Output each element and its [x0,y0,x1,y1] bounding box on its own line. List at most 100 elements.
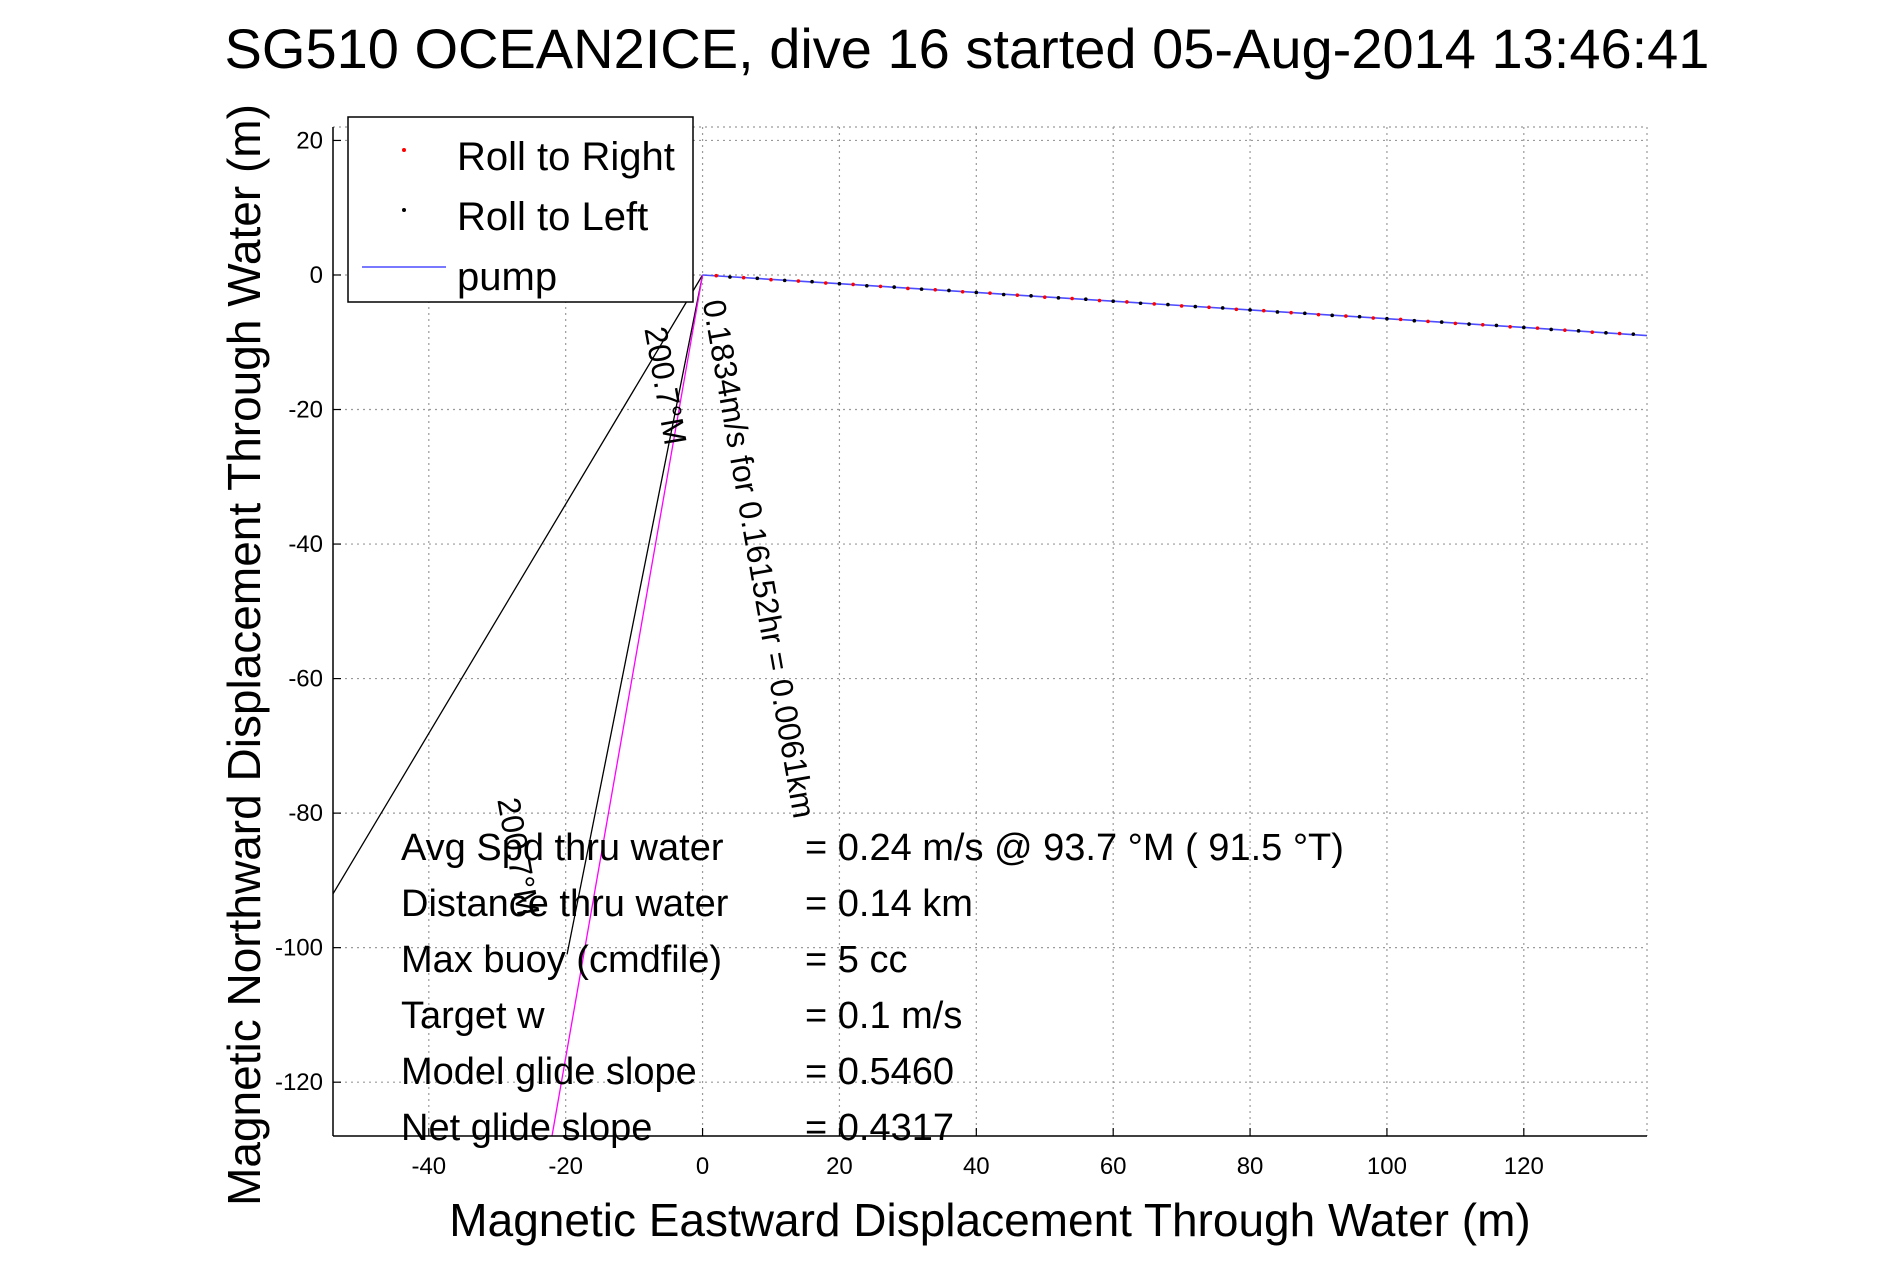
stat-label: Max buoy (cmdfile) [401,939,722,981]
roll-right-point [1125,300,1129,304]
roll-right-point [1316,312,1321,317]
roll-right-point [851,282,855,287]
roll-right-point [988,291,992,295]
roll-left-point [1275,310,1280,314]
roll-left-point [1001,292,1006,297]
legend-label-roll-right: Roll to Right [457,135,675,179]
roll-left-point [1303,311,1307,316]
y-tick-label: -100 [275,935,323,962]
roll-right-point [1617,331,1622,336]
roll-right-point [1070,296,1074,301]
y-tick-label: -120 [275,1069,323,1096]
roll-left-point [810,279,814,284]
x-tick-label: 40 [963,1153,990,1180]
roll-left-point [974,290,979,295]
x-tick-label: 20 [826,1153,853,1180]
roll-right-point [1508,324,1512,329]
y-tick-label: -60 [288,666,323,693]
roll-right-point [906,286,910,291]
roll-left-point [1549,327,1553,332]
legend-label-pump: pump [457,255,557,299]
roll-left-point [1084,297,1088,302]
roll-left-point [1248,308,1252,312]
roll-left-point [1138,301,1143,306]
roll-right-point [1234,307,1239,312]
y-tick-label: -40 [288,531,323,558]
grid-lines [333,126,1648,1136]
x-axis-ticks: -40 -20 0 20 40 60 80 100 120 [411,1128,1544,1180]
heading-cone-lines [332,274,704,955]
roll-left-point [782,278,787,283]
roll-left-point [728,275,732,279]
chart-title: SG510 OCEAN2ICE, dive 16 started 05-Aug-… [225,17,1710,80]
x-tick-label: 100 [1367,1153,1407,1180]
roll-left-point [1220,306,1225,310]
roll-right-point [878,284,883,289]
roll-right-point [1535,326,1540,330]
cone-line [566,274,704,955]
stat-label: Net glide slope [401,1107,652,1149]
current-vector [551,274,704,1137]
roll-right-point [1371,316,1376,320]
roll-right-point [1453,321,1458,326]
stats-block: Avg Spd thru water = 0.24 m/s @ 93.7 °M (… [401,827,1344,1149]
roll-right-point [1097,298,1102,303]
roll-left-point [919,287,924,291]
x-tick-label: -20 [548,1153,583,1180]
roll-right-point [741,275,746,280]
roll-right-point [1015,293,1020,297]
roll-right-point [823,281,828,285]
roll-left-point [865,283,869,288]
y-axis-ticks: 20 0 -20 -40 -60 -80 -100 -120 [275,127,341,1096]
legend-label-roll-left: Roll to Left [457,195,648,239]
stat-label: Avg Spd thru water [401,827,724,869]
stat-label: Target w [401,995,545,1037]
roll-left-point [1193,304,1198,309]
roll-right-point [714,273,719,278]
stat-label: Distance thru water [401,883,729,925]
roll-left-point [1412,318,1417,323]
y-tick-label: -80 [288,800,323,827]
x-axis-label: Magnetic Eastward Displacement Through W… [449,1194,1530,1246]
stat-value: = 0.5460 [805,1051,954,1093]
roll-left-point [1522,325,1526,330]
roll-left-point [1111,299,1115,304]
y-axis-label: Magnetic Northward Displacement Through … [218,104,270,1206]
roll-right-point [933,287,938,292]
stat-label: Model glide slope [401,1051,697,1093]
roll-left-point [1330,313,1334,318]
roll-left-point [1494,323,1499,328]
x-tick-label: 60 [1100,1153,1127,1180]
cone-line [332,274,704,895]
roll-left-point [755,276,760,281]
roll-right-point [769,277,773,282]
stat-value: = 5 cc [805,939,907,981]
roll-left-point [1439,320,1444,324]
data-series [702,273,1648,337]
roll-right-point [1426,319,1430,324]
roll-right-point [1563,328,1567,332]
x-tick-label: -40 [411,1153,446,1180]
stat-value: = 0.14 km [805,883,973,925]
roll-left-point [1166,302,1170,307]
roll-left-point [892,285,896,289]
roll-right-point [1398,317,1403,322]
roll-left-point [1631,332,1636,336]
roll-left-point [1576,329,1581,333]
roll-left-point [837,281,842,286]
y-tick-label: 0 [310,262,323,289]
y-tick-label: -20 [288,397,323,424]
roll-right-point [960,290,965,294]
roll-left-point [1029,294,1033,298]
roll-right-point [1152,302,1157,306]
x-tick-label: 80 [1237,1153,1264,1180]
x-tick-label: 0 [696,1153,709,1180]
roll-left-point [1467,322,1471,326]
x-tick-label: 120 [1504,1153,1544,1180]
legend: Roll to Right Roll to Left pump [347,116,694,303]
roll-left-point [1357,314,1362,319]
y-tick-label: 20 [296,127,323,154]
roll-left-point [1056,296,1061,300]
roll-left-point [947,288,951,293]
